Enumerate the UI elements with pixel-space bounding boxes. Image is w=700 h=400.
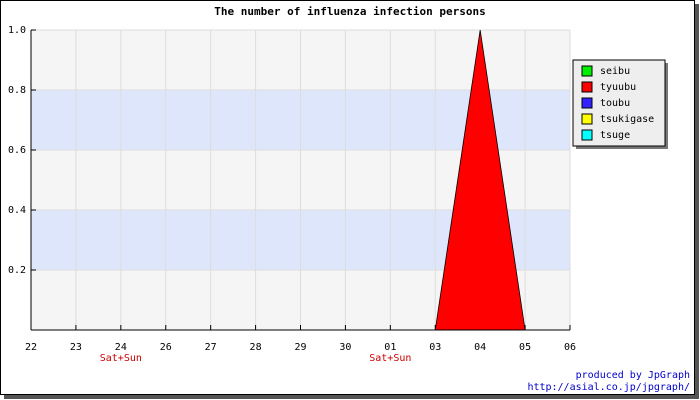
x-sublabel: Sat+Sun xyxy=(100,353,142,364)
x-tick-label: 23 xyxy=(70,342,82,353)
legend-swatch xyxy=(581,81,593,93)
legend-label: toubu xyxy=(600,98,630,109)
legend-swatch xyxy=(581,129,593,141)
x-tick-label: 26 xyxy=(160,342,172,353)
y-tick-label: 0.2 xyxy=(8,265,26,276)
x-tick-label: 28 xyxy=(250,342,262,353)
y-tick-label: 1.0 xyxy=(8,25,26,36)
x-tick-label: 01 xyxy=(384,342,396,353)
x-tick-label: 27 xyxy=(205,342,217,353)
credit: http://asial.co.jp/jpgraph/ xyxy=(527,382,690,393)
x-tick-label: 29 xyxy=(294,342,306,353)
legend-label: tsukigase xyxy=(600,114,654,125)
legend-label: tyuubu xyxy=(600,82,636,93)
legend-swatch xyxy=(581,65,593,77)
y-tick-label: 0.4 xyxy=(8,205,26,216)
x-sublabel: Sat+Sun xyxy=(369,353,411,364)
legend-label: tsuge xyxy=(600,130,630,141)
legend-swatch xyxy=(581,97,593,109)
y-tick-label: 0.8 xyxy=(8,85,26,96)
x-tick-label: 04 xyxy=(474,342,486,353)
x-tick-label: 05 xyxy=(519,342,531,353)
x-tick-label: 03 xyxy=(429,342,441,353)
x-tick-label: 22 xyxy=(25,342,37,353)
x-tick-label: 06 xyxy=(564,342,576,353)
x-tick-label: 30 xyxy=(339,342,351,353)
x-tick-label: 24 xyxy=(115,342,127,353)
chart-title: The number of influenza infection person… xyxy=(214,5,486,18)
legend-label: seibu xyxy=(600,66,630,77)
y-tick-label: 0.6 xyxy=(8,145,26,156)
legend-swatch xyxy=(581,113,593,125)
credit: produced by JpGraph xyxy=(576,370,690,381)
